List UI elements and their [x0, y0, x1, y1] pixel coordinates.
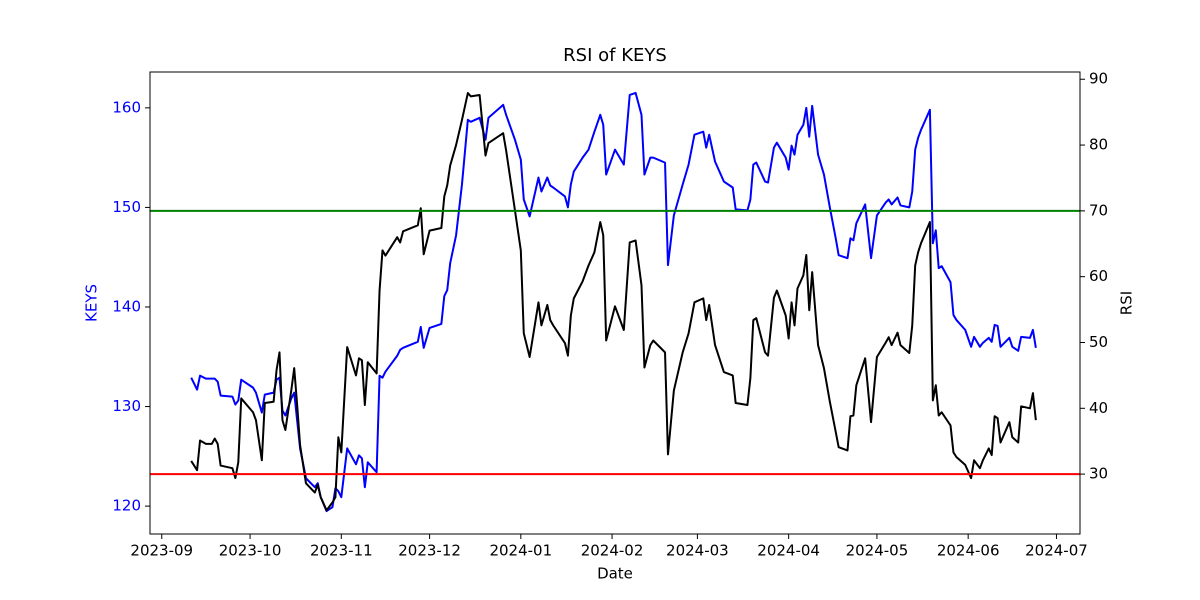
x-tick-label: 2023-10	[219, 542, 282, 560]
y-axis-label: KEYS	[83, 284, 101, 322]
x-tick-label: 2024-05	[846, 542, 909, 560]
y-tick-label: 130	[112, 397, 141, 415]
x-tick-label: 2024-01	[489, 542, 552, 560]
x-axis-label: Date	[597, 565, 633, 583]
x-tick-label: 2023-11	[310, 542, 373, 560]
y2-tick-label: 30	[1089, 465, 1108, 483]
x-tick-label: 2024-03	[666, 542, 729, 560]
x-tick-label: 2024-04	[757, 542, 820, 560]
y2-tick-label: 70	[1089, 201, 1108, 219]
y2-tick-label: 80	[1089, 136, 1108, 154]
x-tick-label: 2024-07	[1025, 542, 1088, 560]
y2-tick-label: 50	[1089, 333, 1108, 351]
y2-tick-label: 40	[1089, 399, 1108, 417]
y-tick-label: 150	[112, 198, 141, 216]
y-tick-label: 120	[112, 497, 141, 515]
x-tick-label: 2024-02	[581, 542, 644, 560]
chart-title: RSI of KEYS	[563, 45, 667, 66]
x-tick-label: 2023-12	[398, 542, 461, 560]
line-series	[190, 92, 1037, 512]
y2-tick-label: 90	[1089, 70, 1108, 88]
y-tick-label: 160	[112, 98, 141, 116]
y2-axis-label: RSI	[1118, 291, 1136, 315]
y2-tick-label: 60	[1089, 267, 1108, 285]
y-tick-label: 140	[112, 297, 141, 315]
x-tick-label: 2023-09	[130, 542, 193, 560]
x-tick-label: 2024-06	[937, 542, 1000, 560]
plot-frame	[149, 71, 1081, 535]
